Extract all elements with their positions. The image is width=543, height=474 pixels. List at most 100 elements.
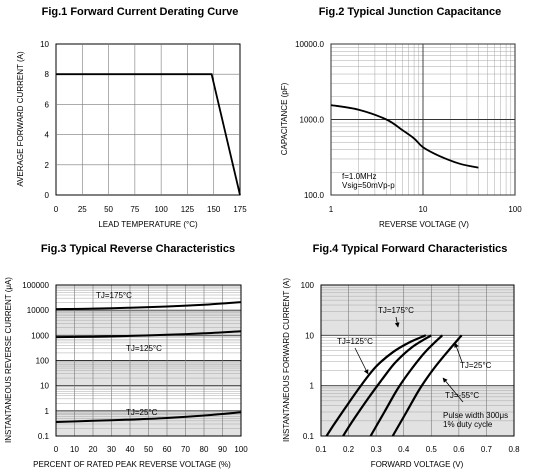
fig2-series-line: [330, 104, 479, 169]
fig4-series-group: [325, 334, 463, 437]
fig2-y-tick-label: 1000.0: [300, 116, 325, 125]
fig3-y-tick-labels: 0.1 1 10 100 1000 10000 100000: [22, 281, 49, 441]
fig2-x-tick-label: 1: [329, 205, 334, 214]
fig1-x-tick-label: 175: [233, 205, 247, 214]
fig3-x-tick-label: 40: [126, 445, 135, 454]
fig1-series-group: [56, 73, 241, 196]
fig4-curve-labels: TJ=175°C TJ=125°C TJ=25°C TJ=-55°C: [337, 306, 492, 403]
figure-3: Fig.3 Typical Reverse Characteristics IN…: [4, 243, 248, 469]
fig3-grid: [56, 284, 241, 437]
fig4-series-line: [369, 334, 444, 437]
fig1-y-tick-label: 4: [45, 131, 50, 140]
fig1-y-tick-label: 6: [45, 100, 50, 109]
fig1-x-tick-label: 125: [181, 205, 195, 214]
figure-4: Fig.4 Typical Forward Characteristics IN…: [282, 243, 520, 469]
figure-2: Fig.2 Typical Junction Capacitance CAPAC…: [280, 6, 522, 229]
fig3-ylabel: INSTANTANEOUS REVERSE CURRENT (μA): [4, 277, 13, 443]
fig3-y-tick-label: 10: [40, 382, 49, 391]
fig3-series-line: [55, 411, 242, 423]
fig3-x-tick-label: 0: [54, 445, 59, 454]
fig4-x-tick-label: 0.2: [343, 445, 355, 454]
fig3-x-tick-label: 100: [234, 445, 248, 454]
fig1-xlabel: LEAD TEMPERATURE (°C): [98, 220, 198, 229]
fig2-annotation-signal: Vsig=50mVp-p: [342, 181, 395, 190]
fig3-y-tick-label: 100000: [22, 281, 49, 290]
fig3-series-group: [55, 301, 242, 423]
fig2-x-tick-labels: 1 10 100: [329, 205, 522, 214]
fig1-x-tick-label: 0: [54, 205, 59, 214]
fig2-ylabel: CAPACITANCE (pF): [280, 82, 289, 155]
fig3-x-tick-labels: 0 10 20 30 40 50 60 70 80 90 100: [54, 445, 248, 454]
fig2-x-tick-label: 100: [508, 205, 522, 214]
fig4-x-tick-label: 0.3: [371, 445, 383, 454]
fig3-title: Fig.3 Typical Reverse Characteristics: [41, 243, 235, 255]
fig1-x-tick-label: 25: [78, 205, 87, 214]
fig4-annotation-duty: 1% duty cycle: [443, 420, 493, 429]
fig3-y-tick-label: 100: [36, 357, 50, 366]
fig4-curve-label-arrow: [394, 316, 400, 328]
fig3-plot-frame: [55, 284, 242, 437]
fig4-plot-frame: [320, 284, 515, 437]
fig3-curve-label: TJ=175°C: [96, 291, 132, 300]
fig1-title: Fig.1 Forward Current Derating Curve: [42, 6, 239, 18]
fig2-xlabel: REVERSE VOLTAGE (V): [379, 220, 469, 229]
fig4-curve-label: TJ=-55°C: [445, 391, 479, 400]
fig4-series-line: [325, 334, 427, 437]
fig3-series-line: [55, 330, 242, 339]
fig1-x-tick-label: 150: [207, 205, 221, 214]
fig3-curve-label: TJ=25°C: [126, 408, 158, 417]
fig4-curve-label: TJ=25°C: [460, 361, 492, 370]
fig2-y-tick-label: 100.0: [304, 191, 325, 200]
fig3-x-tick-label: 90: [218, 445, 227, 454]
fig1-x-tick-labels: 0 25 50 75 100 125 150 175: [54, 205, 247, 214]
fig4-decade-band: [321, 285, 514, 336]
fig3-x-tick-label: 70: [181, 445, 190, 454]
fig2-series-group: [330, 104, 479, 169]
fig4-curve-label: TJ=175°C: [378, 306, 414, 315]
fig4-x-tick-label: 0.4: [398, 445, 410, 454]
fig4-x-tick-label: 0.7: [481, 445, 493, 454]
fig1-y-tick-label: 10: [40, 40, 49, 49]
fig3-curve-labels: TJ=175°C TJ=125°C TJ=25°C: [96, 291, 162, 417]
fig3-x-tick-label: 60: [163, 445, 172, 454]
fig4-curve-label-arrow: [442, 377, 464, 403]
fig4-series-line: [342, 334, 432, 437]
fig3-y-tick-label: 10000: [27, 306, 50, 315]
fig4-x-tick-labels: 0.1 0.2 0.3 0.4 0.5 0.6 0.7 0.8: [315, 445, 520, 454]
fig3-y-tick-label: 0.1: [38, 432, 50, 441]
fig4-ylabel: INSTANTANEOUS FORWARD CURRENT (A): [282, 278, 291, 442]
fig3-x-tick-label: 80: [200, 445, 209, 454]
fig2-y-tick-labels: 100.0 1000.0 10000.0: [295, 40, 324, 200]
fig1-grid: [56, 44, 240, 195]
fig1-x-tick-label: 50: [104, 205, 113, 214]
fig4-title: Fig.4 Typical Forward Characteristics: [313, 243, 508, 255]
fig4-curve-label-arrow: [354, 347, 369, 375]
fig1-plot-frame: [55, 43, 241, 196]
fig1-x-tick-label: 100: [154, 205, 168, 214]
fig3-series-line: [55, 301, 242, 311]
fig1-series-line: [56, 73, 241, 196]
fig1-y-tick-label: 8: [45, 70, 50, 79]
fig3-x-tick-label: 50: [144, 445, 153, 454]
fig4-series-line: [391, 334, 463, 437]
fig1-x-tick-label: 75: [130, 205, 139, 214]
fig4-y-tick-label: 100: [301, 281, 315, 290]
figure-1: Fig.1 Forward Current Derating Curve AVE…: [16, 6, 247, 229]
fig3-curve-label: TJ=125°C: [126, 344, 162, 353]
fig4-y-tick-label: 1: [310, 382, 315, 391]
fig4-curve-label-arrow: [454, 342, 463, 363]
fig1-y-tick-label: 0: [45, 191, 50, 200]
fig3-y-tick-label: 1000: [31, 331, 49, 340]
fig4-decade-bands: [321, 285, 514, 436]
fig1-y-tick-labels: 0 2 4 6 8 10: [40, 40, 49, 200]
fig4-xlabel: FORWARD VOLTAGE (V): [371, 460, 464, 469]
fig4-y-tick-labels: 0.1 1 10 100: [301, 281, 315, 441]
fig2-annotation-frequency: f=1.0MHz: [342, 172, 376, 181]
fig4-annotation-pulse: Pulse width 300μs: [443, 411, 508, 420]
fig4-x-tick-label: 0.6: [453, 445, 465, 454]
fig4-y-tick-label: 10: [305, 331, 314, 340]
fig3-x-tick-label: 20: [89, 445, 98, 454]
fig2-x-tick-label: 10: [419, 205, 428, 214]
fig3-x-tick-label: 10: [70, 445, 79, 454]
